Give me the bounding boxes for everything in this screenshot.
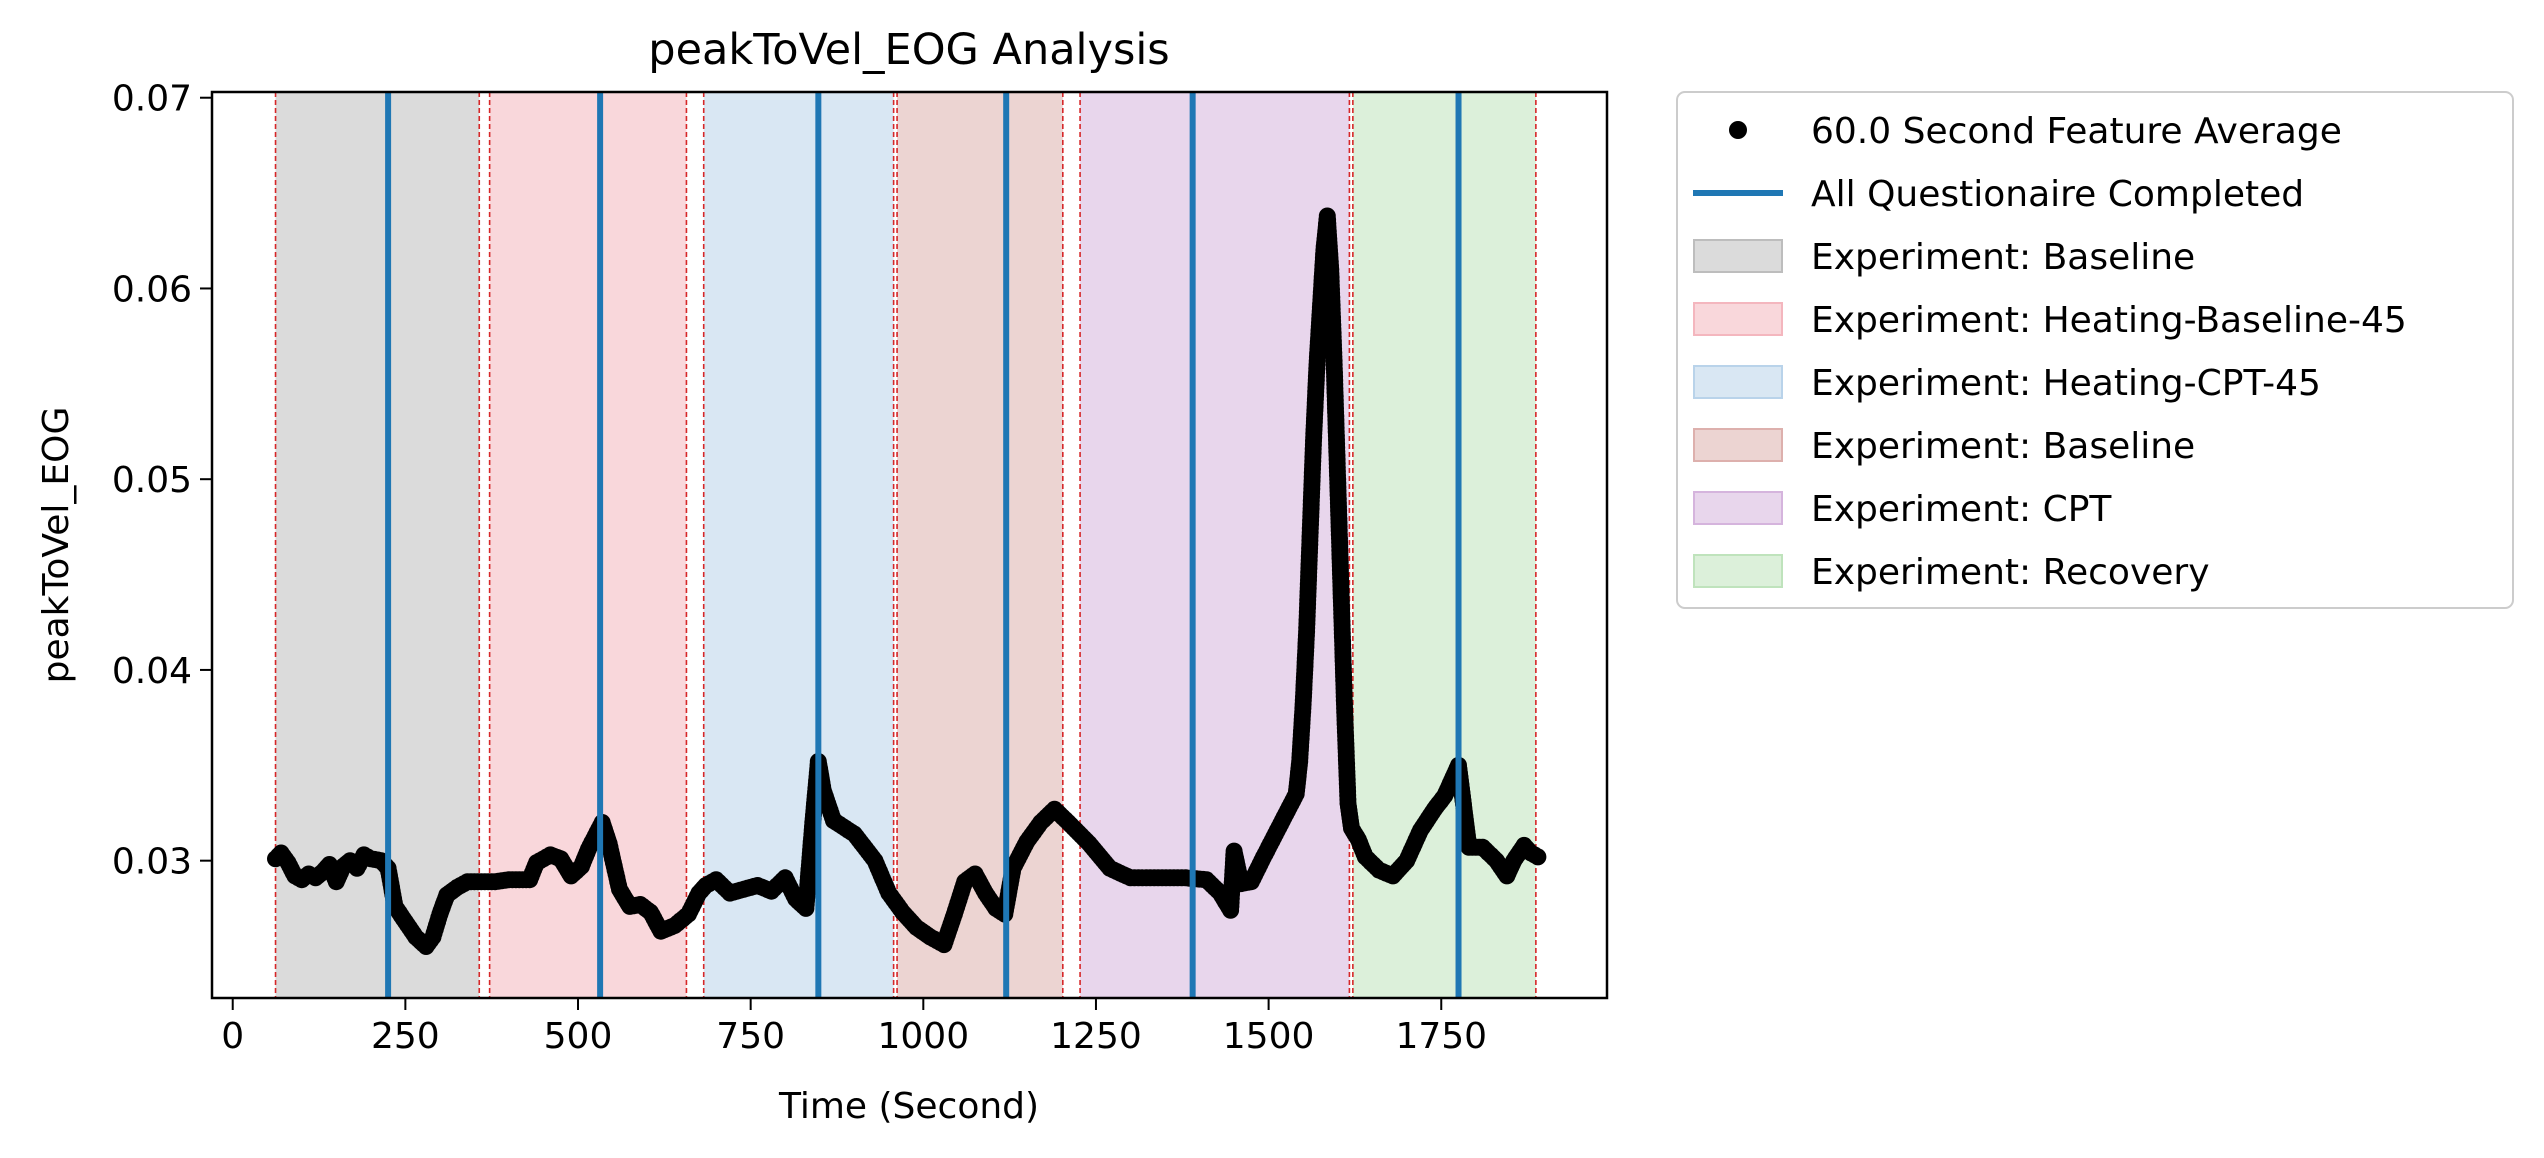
- x-axis-ticks: 0 250 500 750 1000 1250 1500 1750: [221, 998, 1487, 1057]
- plot-frame: [210, 90, 1609, 1000]
- y-tick-label: 0.07: [112, 79, 192, 120]
- legend-patch-icon: [1693, 302, 1783, 336]
- legend-marker-icon: [1729, 121, 1747, 139]
- legend-label: Experiment: Heating-CPT-45: [1811, 363, 2321, 404]
- x-tick-label: 750: [716, 1016, 785, 1057]
- legend-patch-icon: [1693, 491, 1783, 525]
- legend-label: Experiment: CPT: [1811, 489, 2112, 530]
- x-tick-label: 250: [371, 1016, 440, 1057]
- legend-label: All Questionaire Completed: [1811, 174, 2304, 215]
- legend-label: Experiment: Baseline: [1811, 237, 2195, 278]
- questionnaire-lines: [385, 92, 1462, 998]
- y-axis-ticks: 0.03 0.04 0.05 0.06 0.07: [112, 79, 212, 883]
- phase-boundary-lines: [274, 92, 1537, 998]
- data-point: [1529, 848, 1547, 866]
- y-tick-label: 0.05: [112, 460, 192, 501]
- phase-region-3: [703, 92, 894, 998]
- chart-title: peakToVel_EOG Analysis: [648, 25, 1169, 75]
- legend-patch-icon: [1693, 365, 1783, 399]
- x-tick-label: 1000: [877, 1016, 969, 1057]
- legend-label: Experiment: Heating-Baseline-45: [1811, 300, 2407, 341]
- x-tick-label: 1250: [1050, 1016, 1142, 1057]
- y-tick-label: 0.03: [112, 842, 192, 883]
- y-axis-label: peakToVel_EOG: [36, 407, 77, 684]
- phase-regions: [275, 92, 1536, 998]
- phase-region-4: [897, 92, 1063, 998]
- y-tick-label: 0.06: [112, 269, 192, 310]
- legend-frame: [1676, 91, 2514, 609]
- legend-patch-icon: [1693, 554, 1783, 588]
- x-axis-label: Time (Second): [778, 1086, 1039, 1127]
- x-tick-label: 1500: [1223, 1016, 1315, 1057]
- legend-label: 60.0 Second Feature Average: [1811, 111, 2342, 152]
- y-tick-label: 0.04: [112, 651, 192, 692]
- legend-label: Experiment: Recovery: [1811, 552, 2210, 593]
- x-tick-label: 500: [544, 1016, 613, 1057]
- legend-patch-icon: [1693, 239, 1783, 273]
- phase-region-1: [275, 92, 480, 998]
- x-tick-label: 0: [221, 1016, 244, 1057]
- legend-patch-icon: [1693, 428, 1783, 462]
- phase-region-6: [1352, 92, 1536, 998]
- x-tick-label: 1750: [1395, 1016, 1487, 1057]
- legend: 60.0 Second Feature Average All Questiona…: [1676, 91, 2514, 609]
- legend-label: Experiment: Baseline: [1811, 426, 2195, 467]
